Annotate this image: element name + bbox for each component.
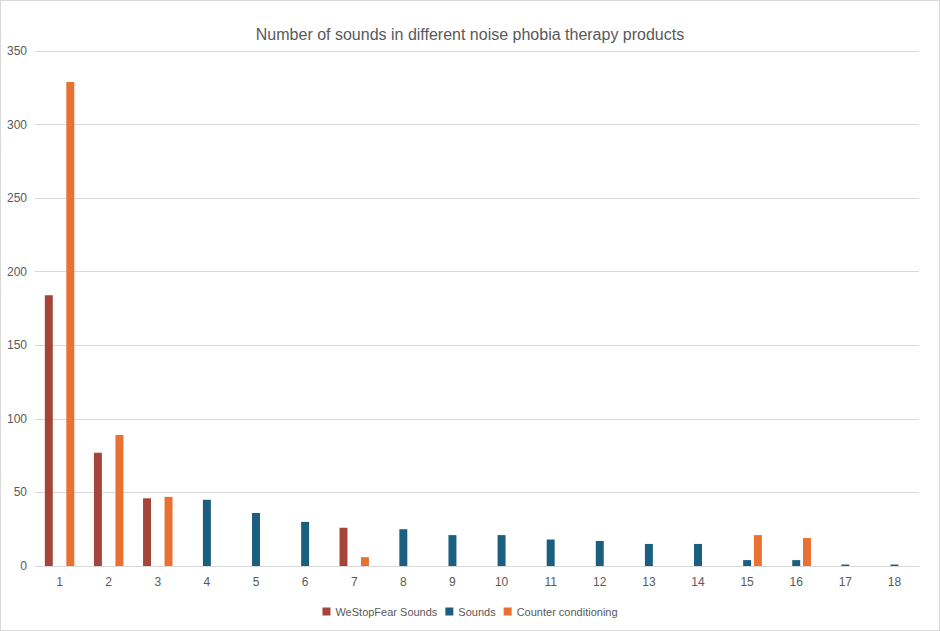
svg-text:100: 100 xyxy=(7,412,27,426)
svg-text:Number of sounds in different: Number of sounds in different noise phob… xyxy=(256,26,684,43)
svg-text:Sounds: Sounds xyxy=(458,606,496,618)
svg-text:16: 16 xyxy=(790,575,804,589)
svg-text:350: 350 xyxy=(7,44,27,58)
svg-text:1: 1 xyxy=(56,575,63,589)
svg-text:18: 18 xyxy=(888,575,902,589)
svg-text:17: 17 xyxy=(839,575,853,589)
svg-text:14: 14 xyxy=(691,575,705,589)
svg-text:8: 8 xyxy=(400,575,407,589)
svg-text:11: 11 xyxy=(544,575,557,589)
svg-text:5: 5 xyxy=(253,575,260,589)
svg-text:50: 50 xyxy=(14,485,28,499)
svg-text:Counter conditioning: Counter conditioning xyxy=(517,606,618,618)
svg-text:3: 3 xyxy=(154,575,161,589)
svg-text:4: 4 xyxy=(204,575,211,589)
svg-text:13: 13 xyxy=(642,575,656,589)
svg-text:15: 15 xyxy=(740,575,754,589)
svg-text:WeStopFear Sounds: WeStopFear Sounds xyxy=(335,606,437,618)
svg-text:12: 12 xyxy=(593,575,607,589)
svg-text:2: 2 xyxy=(105,575,112,589)
svg-text:6: 6 xyxy=(302,575,309,589)
svg-text:0: 0 xyxy=(20,559,27,573)
svg-text:150: 150 xyxy=(7,338,27,352)
svg-text:7: 7 xyxy=(351,575,358,589)
svg-text:300: 300 xyxy=(7,118,27,132)
svg-text:250: 250 xyxy=(7,191,27,205)
svg-text:9: 9 xyxy=(449,575,456,589)
svg-text:200: 200 xyxy=(7,265,27,279)
svg-text:10: 10 xyxy=(495,575,509,589)
